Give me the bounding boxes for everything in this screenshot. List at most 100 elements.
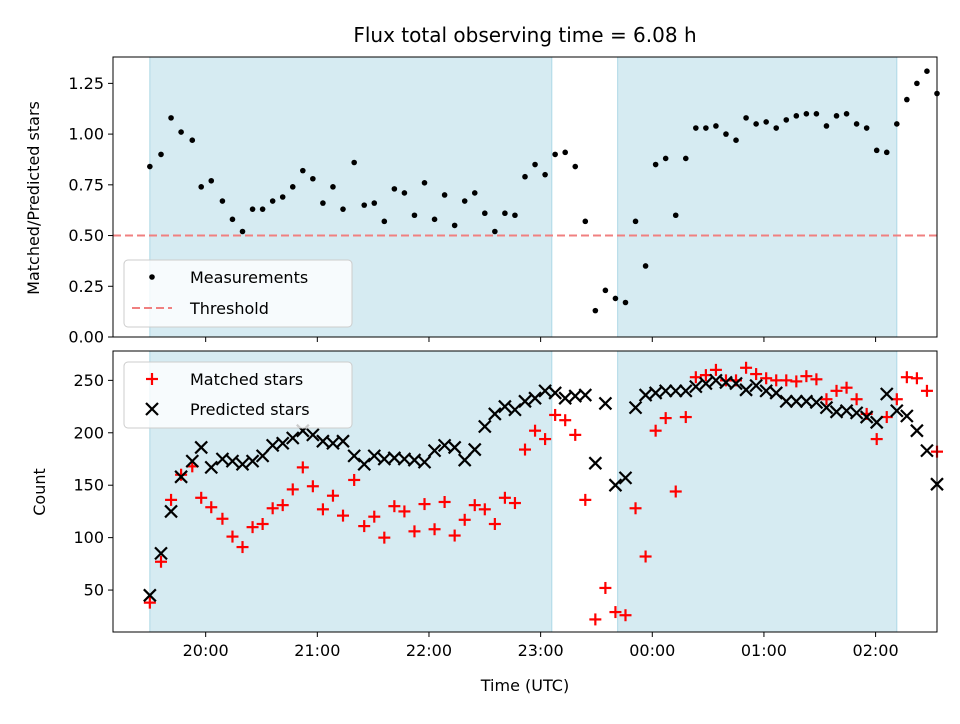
predicted-stars-point — [204, 460, 219, 475]
predicted-stars-point-b — [618, 471, 633, 485]
chart-title: Flux total observing time = 6.08 h — [353, 23, 696, 47]
matched-legend-marker — [146, 373, 158, 385]
measurement-point — [863, 125, 870, 131]
measurement-point — [168, 115, 174, 121]
predicted-stars-point — [174, 470, 188, 484]
predicted-stars-point-b — [920, 443, 934, 458]
matched-stars-point — [296, 461, 309, 474]
matched-stars-point — [286, 483, 299, 496]
measurement-point — [582, 218, 589, 225]
matched-stars-point — [740, 361, 753, 374]
predicted-stars-point-b — [689, 379, 703, 394]
predicted-stars-point-b — [829, 405, 844, 419]
measurement-point — [189, 137, 196, 143]
measurement-point — [451, 222, 458, 229]
predicted-legend-marker — [145, 402, 159, 416]
matched-stars-point — [830, 384, 843, 397]
predicted-stars-point-b — [869, 415, 884, 430]
measurement-point — [259, 206, 266, 212]
predicted-stars-point — [225, 454, 240, 468]
measurement-point — [320, 200, 326, 206]
predicted-stars-point — [679, 384, 693, 398]
ratio-y-tick-label: 0.75 — [68, 175, 104, 194]
matched-stars-point — [195, 491, 208, 504]
predicted-stars-point — [558, 391, 572, 405]
matched-stars-point — [709, 363, 722, 376]
measurement-point — [421, 179, 428, 186]
predicted-stars-point-b — [809, 395, 824, 410]
count-y-tick-label: 100 — [73, 528, 104, 547]
predicted-stars-point — [275, 436, 290, 451]
measurement-point — [572, 163, 579, 170]
predicted-stars-point — [194, 440, 208, 455]
matched-stars-point — [256, 518, 269, 531]
measurement-point — [198, 184, 205, 190]
matched-stars-point — [468, 499, 481, 512]
ratio-plot-frame — [112, 56, 938, 338]
matched-stars-point — [549, 408, 562, 421]
predicted-stars-point — [598, 396, 613, 411]
predicted-stars-point-b — [628, 400, 643, 415]
predicted-stars-point-b — [275, 436, 290, 451]
predicted-stars-point — [689, 379, 703, 394]
predicted-stars-point — [779, 394, 794, 409]
measurement-point — [532, 161, 538, 168]
predicted-stars-point — [255, 449, 270, 463]
matched-stars-point — [629, 502, 642, 515]
matched-stars-point — [266, 502, 279, 515]
predicted-stars-point-b — [336, 434, 350, 448]
matched-stars-point — [900, 371, 913, 384]
predicted-stars-point — [839, 403, 854, 418]
measurement-point — [289, 184, 296, 190]
predicted-stars-point — [538, 384, 552, 398]
predicted-stars-point — [628, 400, 643, 415]
measurement-point — [229, 216, 236, 223]
predicted-stars-point-b — [245, 454, 260, 468]
measurement-point — [542, 171, 548, 178]
measurement-point — [632, 218, 639, 225]
matched-stars-point — [378, 531, 391, 544]
matched-stars-point — [428, 523, 441, 536]
measurement-point — [330, 184, 336, 190]
matched-stars-point — [589, 613, 602, 626]
measurement-point — [753, 121, 759, 127]
x-tick-label: 00:00 — [629, 641, 675, 660]
predicted-stars-point — [478, 419, 492, 434]
predicted-stars-point — [164, 504, 178, 519]
matched-stars-point — [498, 491, 511, 504]
matched-stars-point — [348, 473, 361, 486]
predicted-stars-point — [518, 394, 532, 409]
measurement-point — [502, 210, 508, 217]
x-tick-label: 02:00 — [853, 641, 899, 660]
matched-stars-point — [840, 381, 853, 394]
predicted-stars-point-b — [265, 438, 280, 453]
predicted-stars-point — [457, 453, 472, 467]
measurement-point — [178, 129, 184, 135]
predicted-stars-point — [326, 436, 340, 451]
measurement-point — [773, 125, 780, 131]
predicted-stars-point-b — [437, 438, 452, 453]
predicted-stars-point-b — [377, 452, 392, 466]
predicted-stars-point — [285, 431, 300, 445]
predicted-stars-point — [154, 546, 168, 561]
predicted-stars-point — [447, 440, 462, 455]
predicted-stars-point-b — [910, 423, 924, 438]
predicted-stars-point-b — [285, 431, 300, 445]
predicted-stars-point-b — [648, 386, 663, 400]
predicted-stars-point-b — [528, 391, 542, 405]
predicted-stars-point-b — [839, 403, 854, 418]
predicted-stars-point — [235, 457, 250, 472]
measurement-point — [471, 190, 478, 196]
predicted-stars-point — [819, 400, 834, 415]
predicted-stars-point — [417, 455, 432, 469]
count-observing-window — [617, 350, 898, 633]
measurement-point — [833, 113, 840, 119]
matched-stars-point — [529, 424, 542, 437]
predicted-stars-point-b — [779, 394, 794, 409]
measurement-point — [924, 68, 930, 75]
matched-stars-point — [810, 373, 823, 386]
matched-stars-point — [539, 433, 552, 446]
predicted-stars-point — [879, 387, 894, 401]
measurement-point — [147, 163, 153, 170]
measurement-point — [873, 147, 880, 154]
